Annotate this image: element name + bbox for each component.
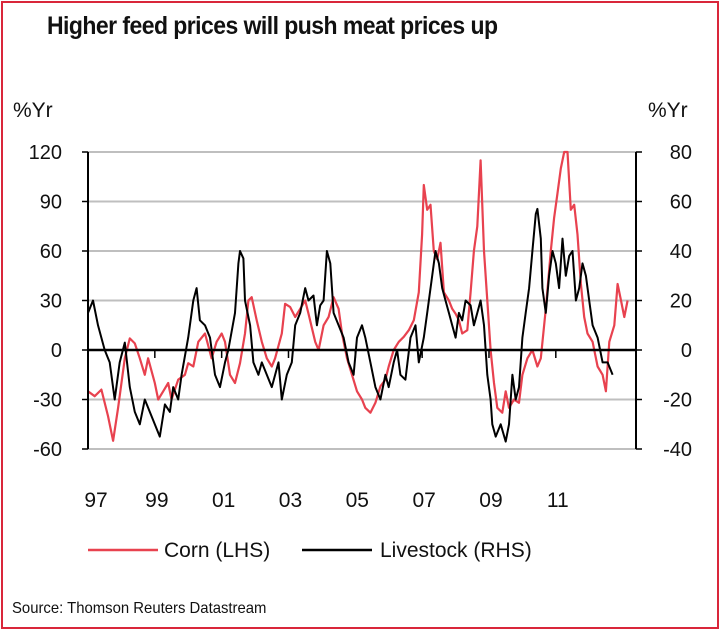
legend: Corn (LHS) Livestock (RHS) (88, 539, 532, 562)
left-tick-label: 0 (51, 340, 62, 362)
source-note: Source: Thomson Reuters Datastream (12, 600, 267, 617)
right-tick-label: 60 (670, 192, 692, 214)
x-tick-label: 99 (145, 489, 168, 512)
x-tick-label: 97 (84, 489, 107, 512)
legend-label-livestock: Livestock (RHS) (380, 539, 532, 562)
x-tick-label: 01 (212, 489, 235, 512)
left-axis-unit-label: %Yr (13, 99, 53, 122)
left-tick-label: -30 (33, 390, 62, 412)
corn-series-line (87, 150, 629, 442)
x-tick-label: 09 (479, 489, 502, 512)
chart-title: Higher feed prices will push meat prices… (47, 12, 498, 40)
livestock-series-line (87, 207, 614, 443)
right-tick-label: 80 (670, 142, 692, 164)
x-tick-label: 07 (412, 489, 435, 512)
left-tick-label: 30 (40, 291, 62, 313)
x-tick-label: 11 (547, 489, 569, 512)
left-tick-label: 60 (40, 241, 62, 263)
right-tick-label: -40 (663, 439, 692, 461)
left-tick-label: -60 (33, 439, 62, 461)
right-tick-label: 0 (681, 340, 692, 362)
axes (82, 151, 642, 450)
legend-label-corn: Corn (LHS) (164, 539, 270, 562)
left-tick-label: 120 (29, 142, 62, 164)
right-tick-label: -20 (663, 390, 692, 412)
right-tick-label: 20 (670, 291, 692, 313)
series-lines (87, 150, 629, 443)
left-tick-label: 90 (40, 192, 62, 214)
right-axis-unit-label: %Yr (648, 99, 688, 122)
right-tick-label: 40 (670, 241, 692, 263)
x-tick-label: 03 (279, 489, 302, 512)
x-tick-label: 05 (346, 489, 369, 512)
